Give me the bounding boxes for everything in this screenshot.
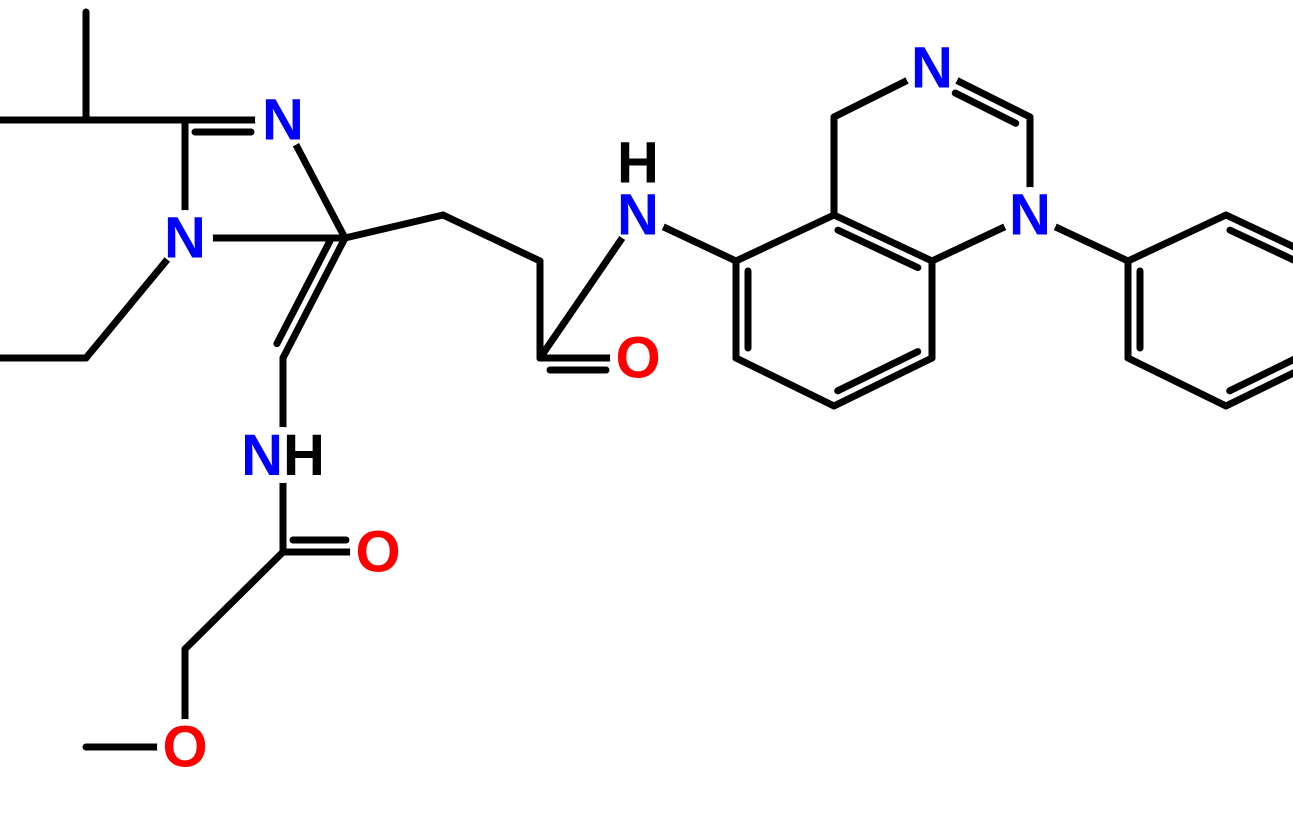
molecule-diagram: NNNHOONHONN xyxy=(0,0,1293,826)
atom-label-o: O xyxy=(615,326,660,391)
single-bond xyxy=(932,224,1010,261)
single-bond xyxy=(1050,224,1128,261)
labels-layer: NNNHOONHONN xyxy=(162,36,1051,780)
single-bond xyxy=(834,78,912,117)
double-bond xyxy=(283,238,345,358)
atom-label-o: O xyxy=(162,715,207,780)
atom-label-n: N xyxy=(262,88,304,153)
single-bond xyxy=(540,233,626,358)
atom-label-n: N xyxy=(164,206,206,271)
atom-label-h: H xyxy=(617,130,659,195)
single-bond xyxy=(658,224,736,261)
single-bond xyxy=(736,215,834,261)
single-bond xyxy=(443,215,540,261)
double-bond-inner xyxy=(277,241,330,343)
atom-label-o: O xyxy=(355,520,400,585)
single-bond xyxy=(185,552,283,649)
double-bond-inner xyxy=(1230,230,1293,268)
single-bond xyxy=(736,358,834,406)
single-bond xyxy=(293,139,345,238)
atom-label-n: N xyxy=(911,36,953,101)
atom-label-nh: NH xyxy=(241,423,325,488)
single-bond xyxy=(1128,358,1226,406)
single-bond xyxy=(86,255,171,358)
single-bond xyxy=(1128,215,1226,261)
atom-label-n: N xyxy=(1009,183,1051,248)
single-bond xyxy=(345,215,443,238)
